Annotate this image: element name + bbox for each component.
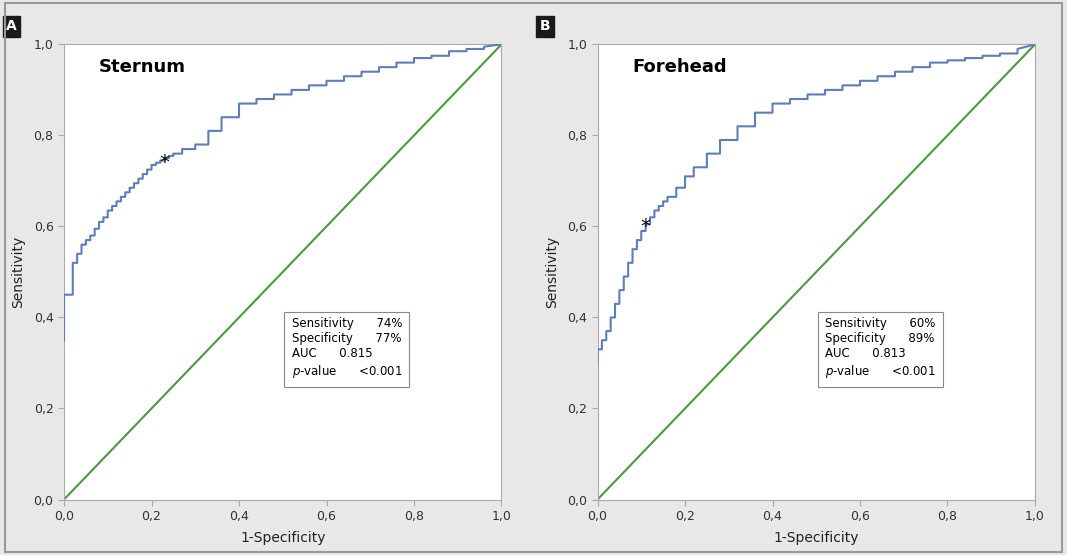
Text: Sternum: Sternum bbox=[99, 58, 186, 76]
Text: Sensitivity      60%
Specificity      89%
AUC      0.813
$p$-value      <0.001: Sensitivity 60% Specificity 89% AUC 0.81… bbox=[825, 317, 936, 380]
Text: Sensitivity      74%
Specificity      77%
AUC      0.815
$p$-value      <0.001: Sensitivity 74% Specificity 77% AUC 0.81… bbox=[291, 317, 402, 380]
Text: *: * bbox=[640, 217, 651, 236]
Y-axis label: Sensitivity: Sensitivity bbox=[545, 236, 559, 308]
X-axis label: 1-Specificity: 1-Specificity bbox=[774, 531, 859, 545]
Y-axis label: Sensitivity: Sensitivity bbox=[12, 236, 26, 308]
Text: Forehead: Forehead bbox=[633, 58, 727, 76]
X-axis label: 1-Specificity: 1-Specificity bbox=[240, 531, 325, 545]
Text: B: B bbox=[540, 19, 551, 33]
Text: *: * bbox=[160, 153, 170, 172]
Text: A: A bbox=[6, 19, 17, 33]
